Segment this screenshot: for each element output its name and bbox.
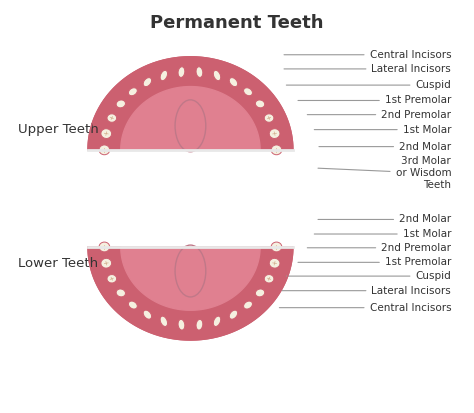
Text: Permanent Teeth: Permanent Teeth: [150, 14, 324, 32]
Text: Lower Teeth: Lower Teeth: [18, 256, 98, 270]
Ellipse shape: [269, 259, 280, 268]
Polygon shape: [121, 87, 260, 150]
Ellipse shape: [271, 242, 282, 252]
Text: Cuspid: Cuspid: [286, 271, 451, 281]
Ellipse shape: [269, 129, 280, 138]
Ellipse shape: [128, 301, 137, 309]
Text: 2nd Molar: 2nd Molar: [319, 142, 451, 152]
Text: 3rd Molar
or Wisdom
Teeth: 3rd Molar or Wisdom Teeth: [318, 156, 451, 190]
Text: Central Incisors: Central Incisors: [284, 50, 451, 60]
Text: Lateral Incisors: Lateral Incisors: [282, 286, 451, 296]
Text: Upper Teeth: Upper Teeth: [18, 123, 99, 136]
Polygon shape: [88, 57, 293, 150]
Ellipse shape: [213, 70, 221, 81]
Text: 1st Molar: 1st Molar: [314, 125, 451, 135]
Text: 2nd Premolar: 2nd Premolar: [307, 109, 451, 120]
Ellipse shape: [99, 145, 110, 155]
Ellipse shape: [101, 259, 111, 268]
Text: 1st Premolar: 1st Premolar: [298, 257, 451, 267]
Ellipse shape: [116, 289, 126, 297]
Text: Cuspid: Cuspid: [286, 80, 451, 90]
Text: 2nd Premolar: 2nd Premolar: [307, 243, 451, 253]
Ellipse shape: [101, 129, 111, 138]
Ellipse shape: [196, 67, 203, 77]
Ellipse shape: [244, 301, 253, 309]
Ellipse shape: [244, 88, 253, 96]
Ellipse shape: [271, 145, 282, 155]
Ellipse shape: [178, 319, 185, 330]
Ellipse shape: [116, 100, 126, 108]
Ellipse shape: [107, 275, 117, 283]
Ellipse shape: [196, 319, 203, 330]
Ellipse shape: [264, 275, 274, 283]
Ellipse shape: [107, 114, 117, 122]
Ellipse shape: [178, 67, 185, 77]
Polygon shape: [121, 247, 260, 310]
Ellipse shape: [229, 78, 237, 87]
Ellipse shape: [255, 100, 264, 108]
Ellipse shape: [255, 289, 264, 297]
Text: 1st Molar: 1st Molar: [314, 229, 451, 239]
Polygon shape: [88, 247, 293, 340]
Text: 1st Premolar: 1st Premolar: [298, 95, 451, 105]
Ellipse shape: [264, 114, 274, 122]
Ellipse shape: [160, 70, 167, 81]
Text: 2nd Molar: 2nd Molar: [318, 214, 451, 224]
Ellipse shape: [229, 310, 237, 319]
Ellipse shape: [160, 316, 167, 327]
Text: Lateral Incisors: Lateral Incisors: [284, 64, 451, 74]
Ellipse shape: [143, 78, 152, 87]
Ellipse shape: [143, 310, 152, 319]
Ellipse shape: [99, 242, 110, 252]
Ellipse shape: [128, 88, 137, 96]
Ellipse shape: [213, 316, 221, 327]
Text: Central Incisors: Central Incisors: [279, 303, 451, 313]
